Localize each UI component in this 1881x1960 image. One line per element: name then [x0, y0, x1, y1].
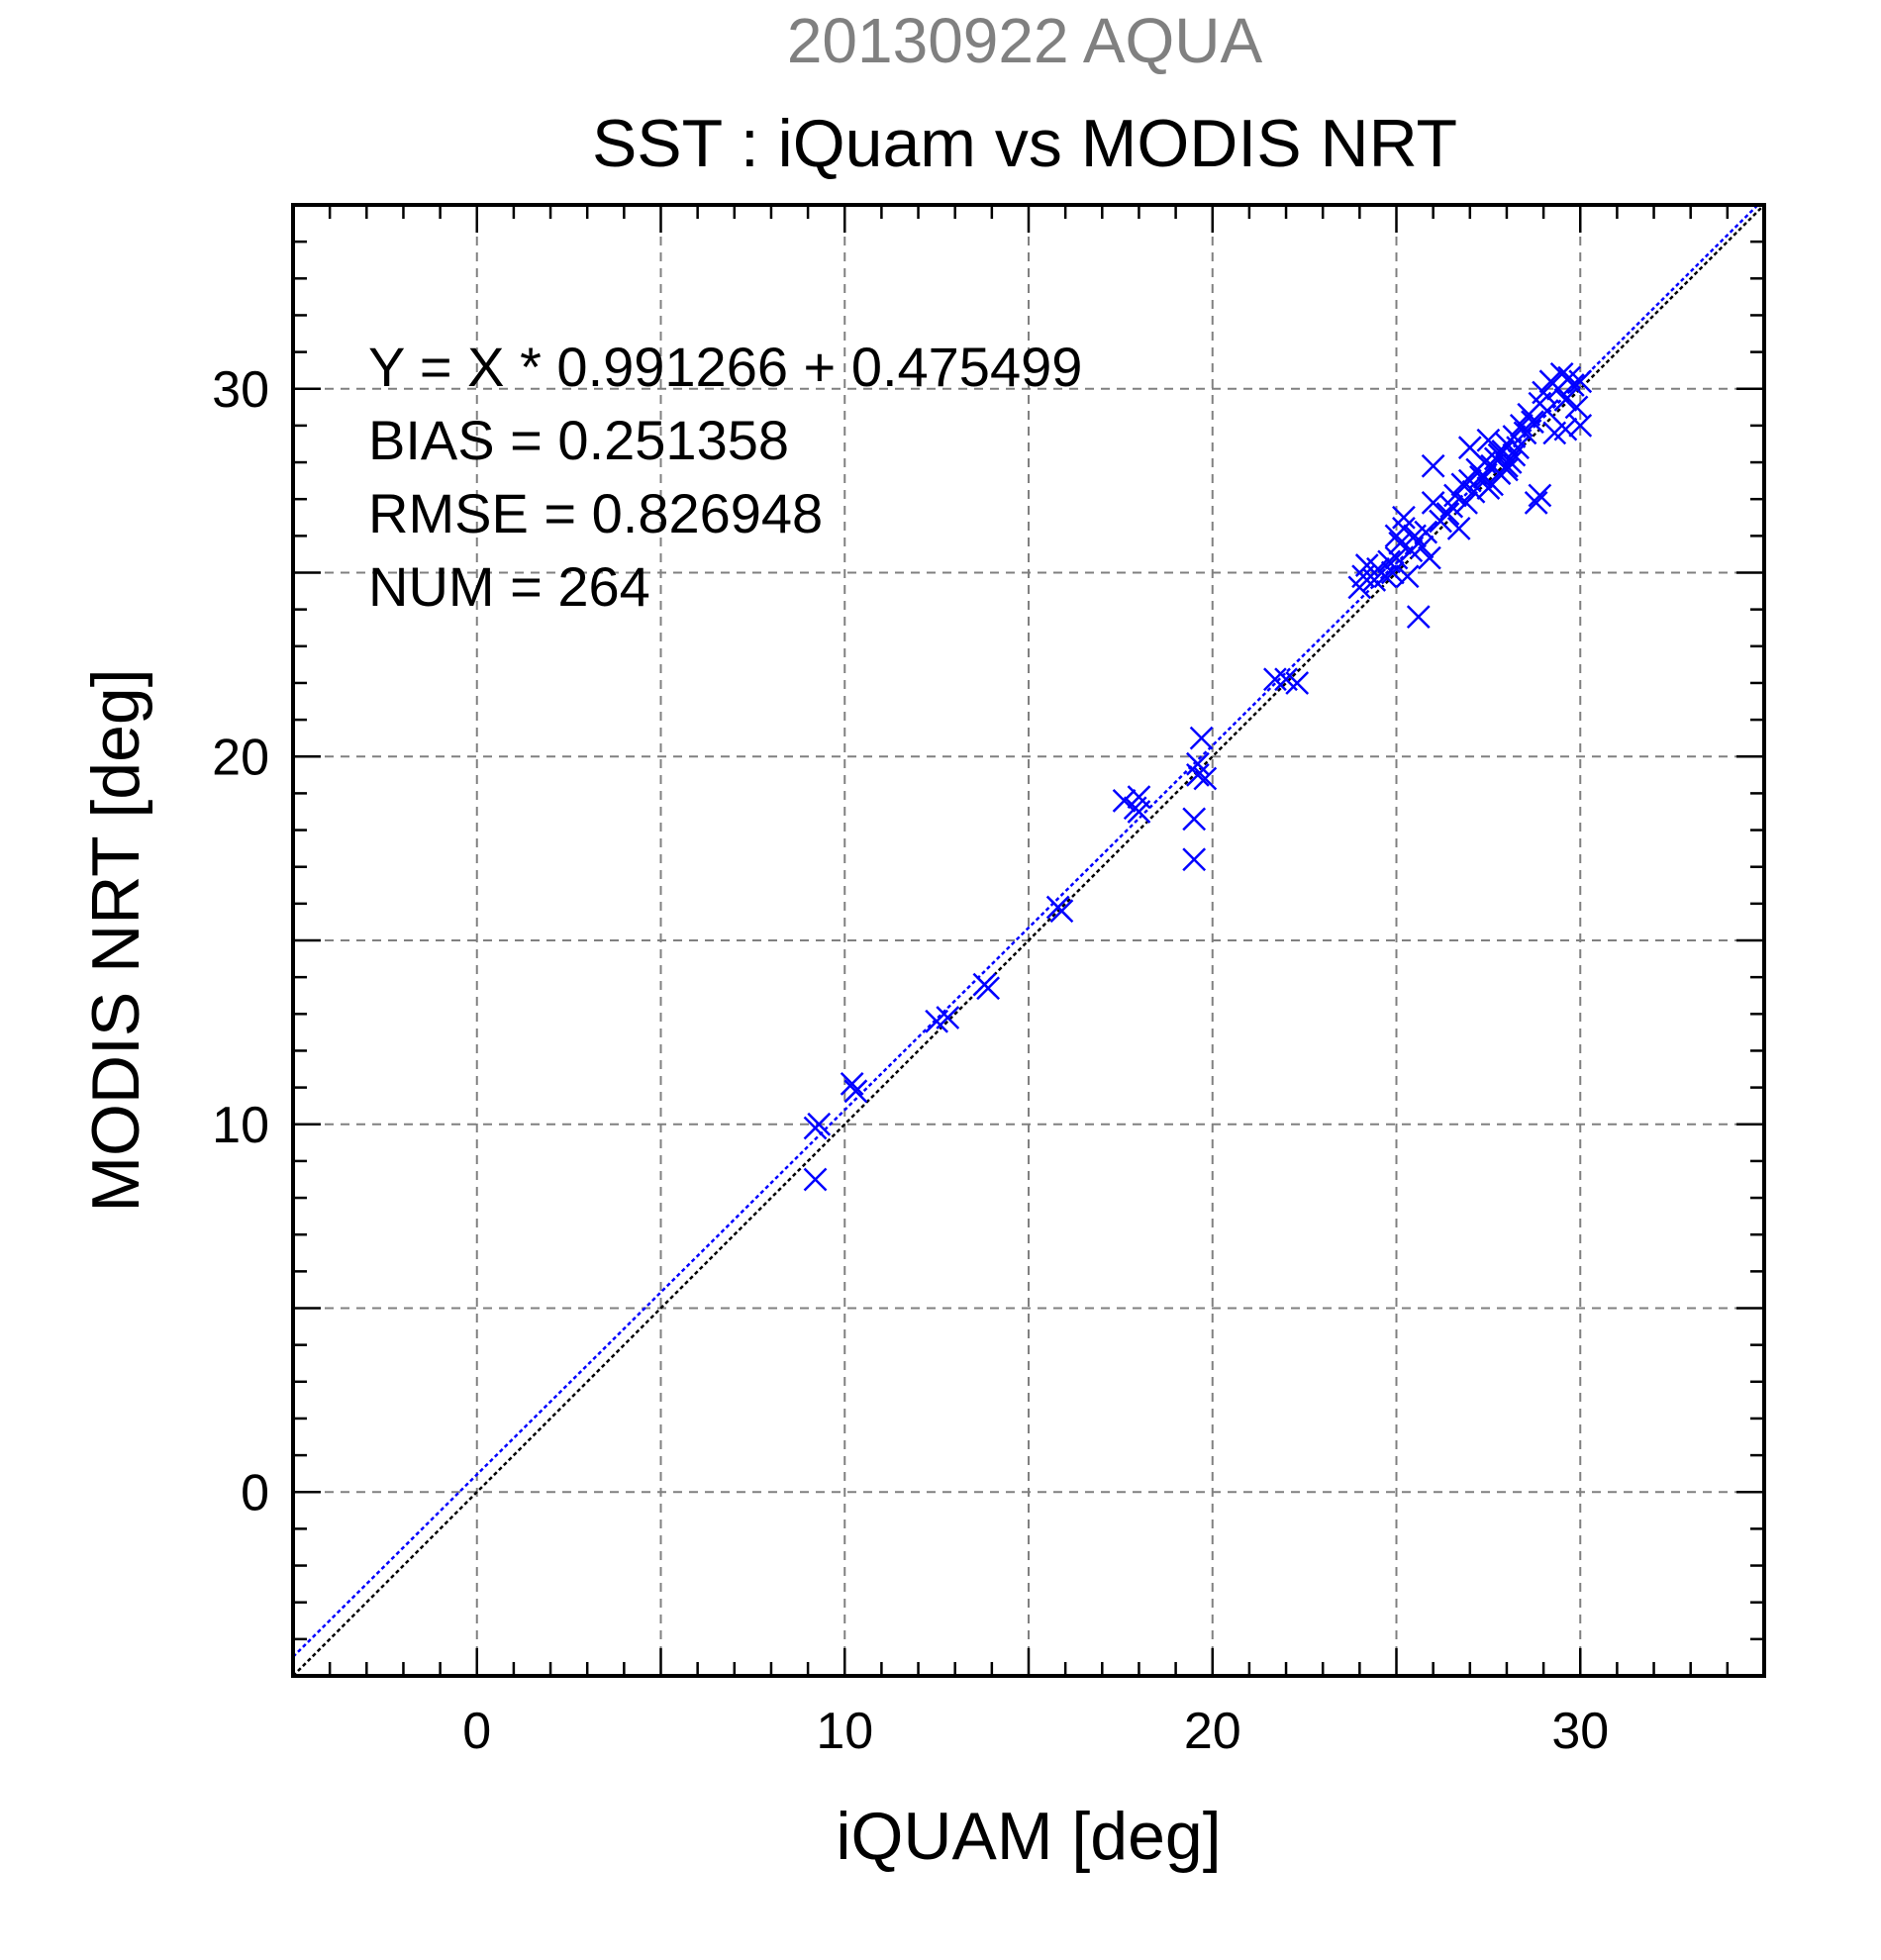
data-point: [936, 1006, 960, 1029]
data-point: [1532, 380, 1555, 405]
data-point: [1049, 899, 1074, 924]
data-point: [1553, 388, 1578, 412]
stat-bias: BIAS = 0.251358: [368, 409, 789, 471]
data-point: [1506, 436, 1530, 460]
data-point: [1112, 788, 1137, 813]
data-point: [1476, 428, 1501, 452]
data-point: [807, 1112, 832, 1136]
x-axis-label: iQUAM [deg]: [836, 1799, 1221, 1874]
grid-lines: [293, 205, 1764, 1676]
data-point: [1521, 410, 1544, 435]
statistics-box: Y = X * 0.991266 + 0.475499 BIAS = 0.251…: [368, 336, 1082, 618]
data-point: [1395, 564, 1420, 589]
data-point: [1564, 395, 1589, 420]
data-point: [840, 1072, 864, 1096]
stat-regression: Y = X * 0.991266 + 0.475499: [368, 336, 1082, 398]
data-point: [1528, 483, 1552, 508]
data-point: [843, 1079, 868, 1104]
y-tick-label: 0: [241, 1464, 269, 1521]
data-point: [1513, 421, 1537, 445]
x-tick-labels: 0 10 20 30: [462, 1703, 1609, 1760]
data-point: [1495, 453, 1519, 478]
data-point: [1384, 545, 1409, 570]
stat-num: NUM = 264: [368, 555, 650, 618]
y-tick-label: 10: [212, 1097, 269, 1154]
data-point: [1285, 671, 1310, 695]
y-tick-label: 30: [212, 361, 269, 419]
x-tick-label: 0: [462, 1703, 491, 1760]
data-points: [803, 362, 1593, 1192]
data-point: [1388, 531, 1413, 555]
data-point: [1461, 479, 1486, 504]
data-point: [1418, 545, 1441, 570]
data-point: [1406, 605, 1431, 629]
data-point: [803, 1167, 828, 1192]
chart-title-date: 20130922 AQUA: [787, 5, 1263, 76]
data-point: [1182, 807, 1207, 832]
data-point: [1524, 491, 1548, 515]
data-point: [1186, 762, 1210, 787]
y-tick-label: 20: [212, 729, 269, 786]
data-point: [1414, 520, 1438, 544]
y-tick-labels: 0 10 20 30: [212, 361, 269, 1522]
plot-frame: [291, 203, 1766, 1678]
data-point: [1421, 491, 1445, 515]
data-point: [1182, 847, 1207, 872]
data-point: [1568, 414, 1593, 438]
x-tick-label: 10: [816, 1703, 873, 1760]
data-point: [1421, 453, 1445, 478]
regression-fit-line: [292, 204, 1759, 1658]
data-point: [1186, 751, 1210, 776]
data-point: [976, 976, 1001, 1001]
data-point: [1480, 472, 1504, 497]
data-point: [1380, 560, 1405, 585]
x-tick-label: 20: [1184, 1703, 1241, 1760]
data-point: [1373, 564, 1398, 589]
data-point: [1534, 399, 1559, 423]
data-point: [1568, 369, 1593, 394]
data-point: [1127, 800, 1151, 824]
data-point: [1392, 505, 1416, 530]
data-point: [1263, 667, 1287, 692]
data-point: [1560, 373, 1585, 397]
data-point: [1446, 517, 1471, 540]
x-tick-label: 30: [1551, 1703, 1609, 1760]
chart-title: SST : iQuam vs MODIS NRT: [592, 106, 1457, 181]
data-point: [1410, 535, 1435, 559]
y-axis-label: MODIS NRT [deg]: [78, 668, 153, 1212]
data-point: [1189, 726, 1214, 750]
data-point: [1502, 442, 1527, 467]
stat-rmse: RMSE = 0.826948: [368, 482, 823, 544]
data-point: [1436, 502, 1460, 526]
data-point: [1454, 491, 1478, 515]
data-point: [1553, 417, 1578, 441]
data-point: [1193, 766, 1218, 791]
data-point: [1384, 524, 1409, 548]
